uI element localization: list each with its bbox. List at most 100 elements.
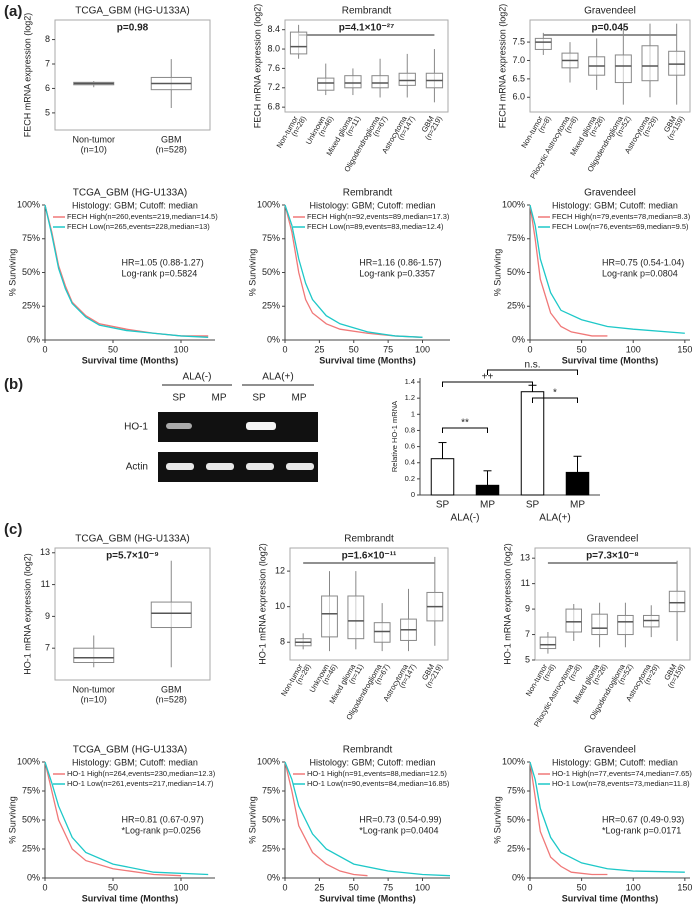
y-tick-label: 0.2 <box>405 474 415 483</box>
survival-curve <box>44 204 209 338</box>
chart-title: Gravendeel <box>584 6 636 17</box>
y-axis-label: Relative HO-1 mRNA <box>390 401 399 472</box>
chart-title: TCGA_GBM (HG-U133A) <box>73 745 187 756</box>
annotation: Log-rank p=0.3357 <box>359 268 435 278</box>
y-tick-label: 7 <box>45 643 50 653</box>
chart-title: Rembrandt <box>342 6 392 17</box>
subtitle: Histology: GBM; Cutoff: median <box>72 757 198 767</box>
annotation: *Log-rank p=0.0404 <box>359 825 438 835</box>
y-tick-label: 0 <box>411 490 415 499</box>
chart-title: TCGA_GBM (HG-U133A) <box>73 188 187 199</box>
y-tick-label: 50% <box>507 267 525 277</box>
gel-row: Actin <box>126 462 148 473</box>
panel-label: (c) <box>4 521 22 538</box>
y-tick-label: 7.2 <box>267 82 280 92</box>
survival-curve <box>529 204 608 337</box>
y-tick-label: 11 <box>41 579 50 589</box>
gel-row: HO-1 <box>124 422 148 433</box>
y-tick-label: 6.0 <box>512 92 525 102</box>
significance-label: ** <box>461 418 469 429</box>
y-tick-label: 5 <box>525 654 530 664</box>
box <box>150 601 192 629</box>
y-axis-label: FECH mRNA expression (log2) <box>497 4 507 129</box>
subtitle: Histology: GBM; Cutoff: median <box>552 200 678 210</box>
y-axis-label: FECH mRNA expression (log2) <box>22 13 32 138</box>
box <box>289 31 308 55</box>
plot-frame <box>54 19 211 131</box>
y-tick-label: 100% <box>17 199 40 209</box>
annotation: HR=0.73 (0.54-0.99) <box>359 814 441 824</box>
y-tick-label: 25% <box>507 301 525 311</box>
x-tick-label: 100 <box>173 344 188 354</box>
category-label: Non-tumor <box>72 134 115 144</box>
significance-bracket <box>442 427 488 433</box>
y-tick-label: 7.6 <box>267 63 280 73</box>
significance-bracket <box>532 397 578 403</box>
y-tick-label: 25% <box>262 843 280 853</box>
x-axis-label: Survival time (Months) <box>562 355 659 365</box>
legend-label: FECH High(n=92,events=89,median=17.3) <box>307 212 450 221</box>
x-tick-label: 100 <box>626 882 641 892</box>
y-tick-label: 0% <box>512 872 525 882</box>
y-tick-label: 6.8 <box>267 102 280 112</box>
x-tick-label: 0 <box>282 344 287 354</box>
legend-label: FECH Low(n=76,events=69,median=9.5) <box>552 222 689 231</box>
y-tick-label: 75% <box>22 233 40 243</box>
annotation: HR=0.75 (0.54-1.04) <box>602 257 684 267</box>
bar <box>565 471 590 496</box>
significance-label: ++ <box>482 372 494 383</box>
x-tick-label: 100 <box>415 344 430 354</box>
x-axis-label: Survival time (Months) <box>319 893 416 903</box>
bar <box>430 458 455 496</box>
y-tick-label: 1 <box>411 409 415 418</box>
survival-curve <box>44 761 182 877</box>
legend-label: HO-1 High(n=77,events=74,median=7.65) <box>552 769 692 778</box>
box <box>565 608 582 633</box>
subtitle: Histology: GBM; Cutoff: median <box>310 757 436 767</box>
x-tick-label: 50 <box>577 344 587 354</box>
y-tick-label: 25% <box>22 843 40 853</box>
significance-label: * <box>553 388 557 399</box>
annotation: HR=1.05 (0.88-1.27) <box>122 257 204 267</box>
y-tick-label: 75% <box>507 785 525 795</box>
panel-label: (a) <box>4 3 22 20</box>
annotation: *Log-rank p=0.0256 <box>122 825 201 835</box>
x-axis-label: Survival time (Months) <box>82 893 179 903</box>
y-axis-label: HO-1 mRNA expression (log2) <box>502 543 512 665</box>
survival-curve <box>44 761 209 876</box>
annotation: Log-rank p=0.0804 <box>602 268 678 278</box>
gel-lane: MP <box>292 393 307 404</box>
gel-lane: SP <box>172 393 186 404</box>
x-axis-label: Survival time (Months) <box>562 893 659 903</box>
p-value: p=5.7×10⁻⁹ <box>106 551 159 562</box>
x-tick-label: 100 <box>173 882 188 892</box>
box <box>534 37 552 50</box>
legend-label: HO-1 High(n=264,events=230,median=12.3) <box>67 769 216 778</box>
y-tick-label: 5 <box>45 107 50 117</box>
legend-label: HO-1 Low(n=261,events=217,median=14.7) <box>67 779 214 788</box>
legend-label: HO-1 Low(n=90,events=84,median=16.85) <box>307 779 450 788</box>
gel-group: ALA(+) <box>262 372 293 383</box>
survival-curve <box>529 761 608 876</box>
y-tick-label: 25% <box>262 301 280 311</box>
category-label: GBM <box>161 684 182 694</box>
bar <box>520 391 545 496</box>
x-tick-label: 100 <box>626 344 641 354</box>
plot-frame <box>289 547 449 661</box>
x-tick-label: 100 <box>415 882 430 892</box>
survival-curve <box>284 761 451 877</box>
y-tick-label: 6.5 <box>512 73 525 83</box>
y-axis-label: % Surviving <box>247 249 257 297</box>
category-count: (n=10) <box>81 694 107 704</box>
p-value: p=7.3×10⁻⁸ <box>586 551 639 562</box>
y-tick-label: 8 <box>280 637 285 647</box>
x-tick-label: 50 <box>349 882 359 892</box>
subtitle: Histology: GBM; Cutoff: median <box>552 757 678 767</box>
x-tick-label: 75 <box>383 344 393 354</box>
significance-bracket <box>487 369 578 375</box>
y-tick-label: 75% <box>507 233 525 243</box>
box <box>668 50 686 76</box>
plot-frame <box>54 547 211 681</box>
legend-label: FECH Low(n=265,events=228,median=13) <box>67 222 210 231</box>
y-tick-label: 0% <box>512 334 525 344</box>
